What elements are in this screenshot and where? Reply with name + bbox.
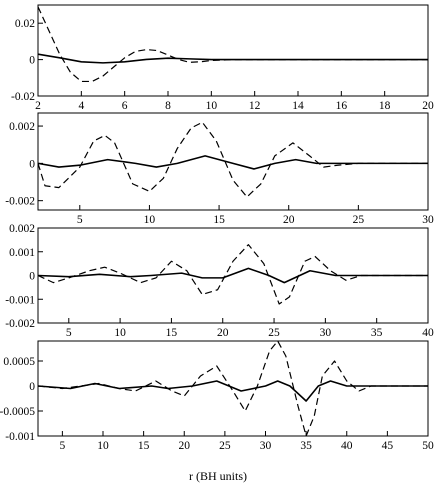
panel-1-series-solid — [38, 53, 428, 64]
panel-4-x-tick-label: 25 — [219, 440, 231, 452]
panel-2-y-tick-label: 0.002 — [9, 121, 35, 133]
panel-2-x-tick-label: 30 — [422, 214, 434, 226]
panel-2-series-dashed — [38, 121, 428, 198]
panel-4-x-tick-label: 40 — [341, 440, 353, 452]
panel-1-y-tick-label: 0 — [29, 55, 35, 67]
panel-1-x-tick-label: 16 — [336, 100, 348, 112]
panel-3-y-tick-label: -0.002 — [5, 318, 35, 330]
panel-4-y-tick-label: -0.0005 — [0, 406, 35, 418]
panel-4-x-tick-label: 10 — [97, 440, 109, 452]
panel-3-y-tick-label: 0 — [29, 271, 35, 283]
panel-3-x-tick-label: 20 — [217, 327, 229, 339]
panel-1-y-tick-label: -0.02 — [11, 91, 35, 103]
panel-4-x-tick-label: 50 — [422, 440, 434, 452]
panel-2-x-tick-label: 25 — [353, 214, 365, 226]
panel-1-x-tick-label: 2 — [35, 100, 41, 112]
panel-2-series-solid — [38, 155, 428, 170]
panel-1-frame — [37, 4, 429, 97]
panel-3-series-dashed — [38, 244, 428, 305]
panel-1-x-tick-label: 20 — [422, 100, 434, 112]
panel-3-y-tick-label: -0.001 — [5, 294, 35, 306]
panel-2-frame — [37, 112, 429, 211]
panel-2-y-tick-label: -0.002 — [5, 196, 35, 208]
panel-1-x-tick-label: 12 — [249, 100, 261, 112]
panel-4-frame — [37, 340, 429, 437]
panel-1-x-tick-label: 18 — [379, 100, 391, 112]
panel-3-x-tick-label: 35 — [371, 327, 383, 339]
panel-4-x-tick-label: 35 — [300, 440, 312, 452]
panel-3-y-tick-label: 0.002 — [9, 223, 35, 235]
x-axis-label: r (BH units) — [189, 469, 247, 483]
panel-3-x-tick-label: 5 — [66, 327, 72, 339]
panel-4-y-tick-label: 0.0005 — [3, 356, 35, 368]
panel-4-y-tick-label: 0 — [29, 381, 35, 393]
panel-4-x-tick-label: 30 — [260, 440, 272, 452]
panel-3-x-tick-label: 10 — [114, 327, 126, 339]
panel-2-x-tick-label: 20 — [283, 214, 295, 226]
panel-1-x-tick-label: 8 — [165, 100, 171, 112]
panel-1-x-tick-label: 10 — [206, 100, 218, 112]
panel-4-x-tick-label: 5 — [60, 440, 66, 452]
panel-2-x-tick-label: 15 — [213, 214, 225, 226]
panel-1-x-tick-label: 14 — [292, 100, 304, 112]
panel-4-x-tick-label: 15 — [138, 440, 150, 452]
panel-1-y-tick-label: 0.02 — [15, 18, 35, 30]
panel-3-y-tick-label: 0.001 — [9, 247, 35, 259]
panel-4-x-tick-label: 20 — [179, 440, 191, 452]
panel-4-series-dashed — [38, 341, 428, 436]
panel-2-x-tick-label: 5 — [77, 214, 83, 226]
panel-1-x-tick-label: 4 — [78, 100, 84, 112]
panel-3-series-solid — [38, 267, 428, 284]
panel-3-x-tick-label: 15 — [166, 327, 178, 339]
panel-3-x-tick-label: 30 — [320, 327, 332, 339]
panel-1-series-dashed — [38, 6, 428, 83]
panel-4-y-tick-label: -0.001 — [5, 431, 35, 443]
panel-2-x-tick-label: 10 — [144, 214, 156, 226]
panel-1-x-tick-label: 6 — [122, 100, 128, 112]
panel-2-y-tick-label: 0 — [29, 158, 35, 170]
panel-3-x-tick-label: 40 — [422, 327, 434, 339]
panel-4-x-tick-label: 45 — [382, 440, 394, 452]
panel-3-x-tick-label: 25 — [268, 327, 280, 339]
